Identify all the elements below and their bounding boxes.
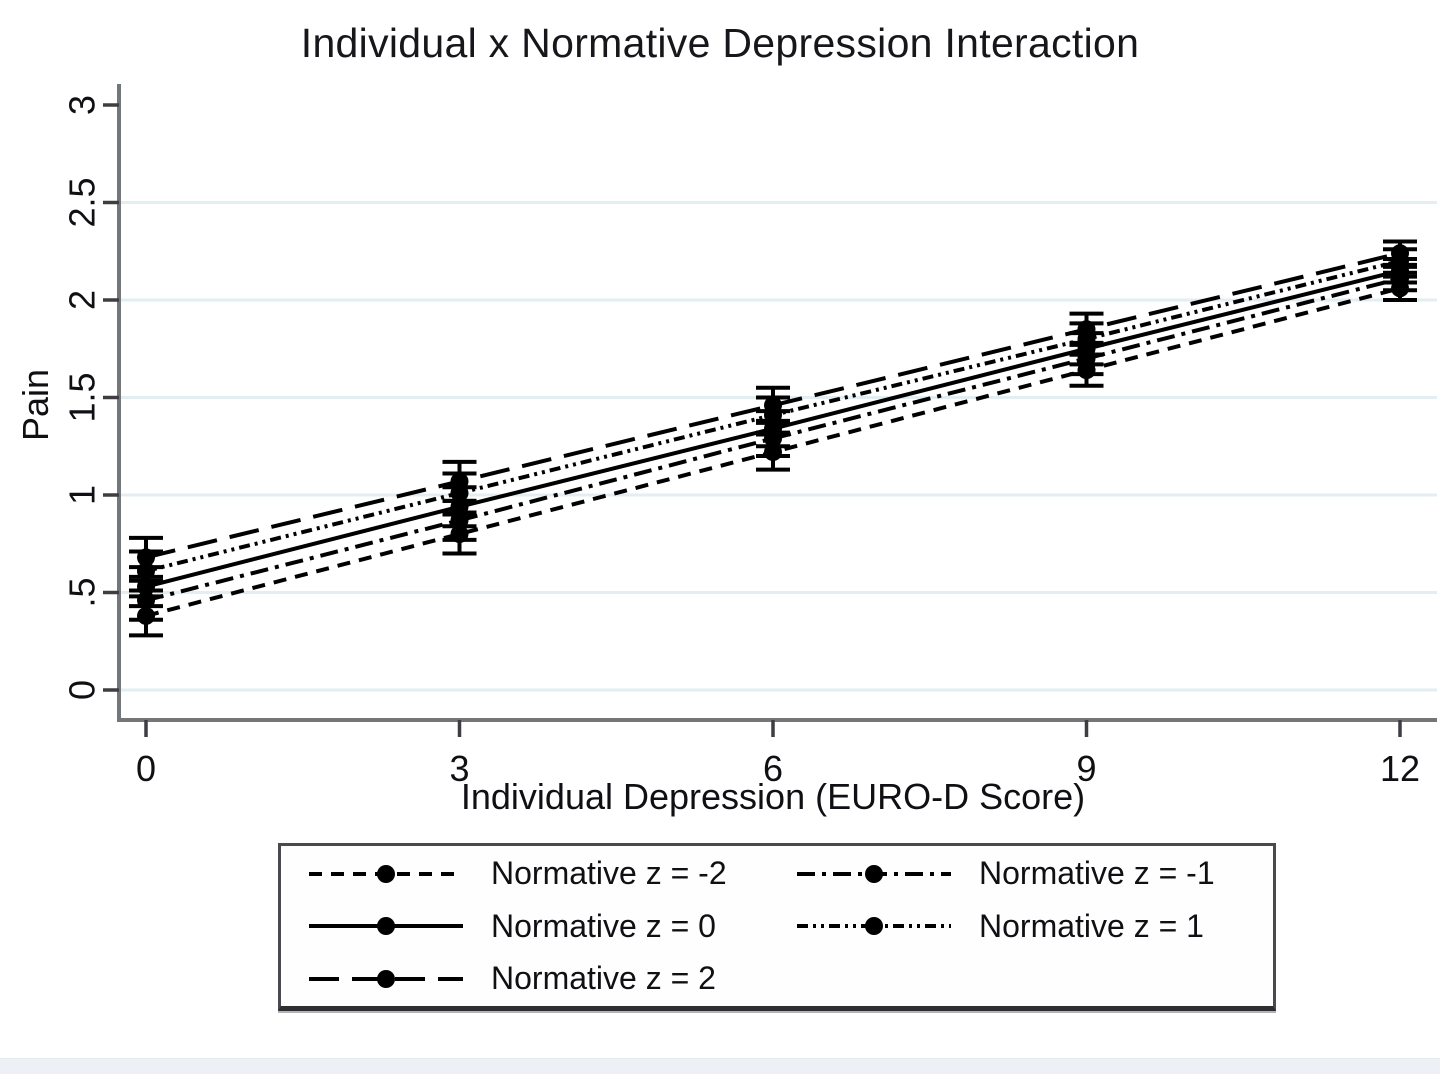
legend-line-sample xyxy=(797,864,951,883)
x-tick-labels: 0 3 6 9 12 xyxy=(136,720,1420,789)
svg-text:.5: .5 xyxy=(62,577,103,607)
svg-text:9: 9 xyxy=(1076,748,1096,789)
svg-text:1.5: 1.5 xyxy=(62,372,103,422)
legend-entry: Normative z = 2 xyxy=(307,954,795,1004)
legend-line-sample xyxy=(309,917,463,935)
legend-box: Normative z = -2 Normative z = -1 Normativ… xyxy=(278,843,1276,1011)
svg-text:0: 0 xyxy=(136,748,156,789)
x-axis-label: Individual Depression (EURO-D Score) xyxy=(460,776,1086,817)
svg-text:6: 6 xyxy=(763,748,783,789)
svg-text:2.5: 2.5 xyxy=(62,177,103,227)
svg-text:2: 2 xyxy=(62,290,103,310)
legend-line-sample xyxy=(309,969,463,988)
legend-entry: Normative z = -1 xyxy=(795,849,1273,899)
data-markers xyxy=(137,244,1409,567)
svg-text:3: 3 xyxy=(62,95,103,115)
legend-label: Normative z = 2 xyxy=(491,960,716,996)
legend-line-sample xyxy=(797,917,951,935)
legend-entry: Normative z = -2 xyxy=(307,849,795,899)
interaction-plot: 0 .5 1 1.5 2 2.5 3 0 3 6 9 12 xyxy=(62,84,1437,789)
svg-text:0: 0 xyxy=(62,680,103,700)
y-tick-labels: 0 .5 1 1.5 2 2.5 3 xyxy=(62,95,119,700)
svg-text:3: 3 xyxy=(449,748,469,789)
bottom-bar xyxy=(0,1058,1440,1074)
svg-text:12: 12 xyxy=(1380,748,1420,789)
legend-label: Normative z = 0 xyxy=(491,907,716,944)
legend-line-sample xyxy=(309,864,463,883)
series-4 xyxy=(129,239,1417,579)
legend-label: Normative z = -1 xyxy=(979,855,1215,891)
legend-entry: Normative z = 0 xyxy=(307,901,795,951)
legend-entry: Normative z = 1 xyxy=(795,901,1273,951)
legend-label: Normative z = 1 xyxy=(979,907,1204,944)
svg-text:1: 1 xyxy=(62,485,103,505)
chart-title: Individual x Normative Depression Intera… xyxy=(300,20,1140,66)
legend-label: Normative z = -2 xyxy=(491,855,727,891)
